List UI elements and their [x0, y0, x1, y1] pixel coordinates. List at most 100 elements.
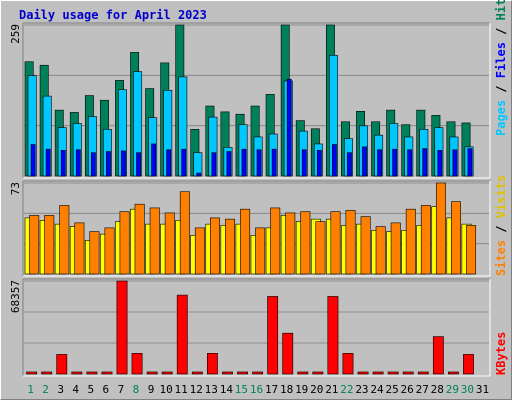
x-tick-label: 28 — [431, 383, 444, 396]
bar-kbytes — [86, 371, 98, 375]
bar-sites — [240, 208, 251, 275]
bar-kbytes — [237, 371, 248, 375]
legend-pages-files-hits: Pages / Files / Hits — [494, 0, 508, 136]
bar-sites — [451, 201, 461, 275]
bar-sites — [375, 226, 386, 275]
bar-pages — [75, 149, 81, 177]
bar-pages — [271, 148, 277, 177]
bar-kbytes — [116, 280, 128, 375]
bar-pages — [256, 149, 262, 177]
bar-pages — [316, 150, 322, 177]
bar-pages — [196, 172, 202, 177]
bar-sites — [390, 222, 401, 275]
bar-kbytes — [176, 294, 188, 375]
bar-kbytes — [402, 371, 414, 375]
x-tick-label: 26 — [401, 383, 414, 396]
x-tick-label: 4 — [72, 383, 79, 396]
x-tick-label: 25 — [385, 383, 398, 396]
x-tick-label: 2 — [42, 383, 49, 396]
bar-pages — [362, 146, 367, 177]
bar-kbytes — [342, 353, 354, 375]
bar-kbytes — [297, 371, 309, 375]
x-tick-label: 13 — [205, 383, 218, 396]
bar-pages — [45, 148, 51, 177]
bar-kbytes — [71, 371, 83, 375]
bar-sites — [285, 212, 296, 275]
x-tick-label: 20 — [310, 383, 323, 396]
bar-sites — [466, 225, 477, 275]
bar-sites — [435, 182, 446, 275]
bar-pages — [286, 78, 292, 177]
x-tick-label: 6 — [103, 383, 110, 396]
x-tick-label: 1 — [27, 383, 34, 396]
bar-sites — [164, 212, 175, 275]
legend-sites-visits: Sites / Visits — [494, 175, 508, 276]
bar-pages — [437, 150, 443, 177]
bar-pages — [226, 151, 232, 177]
bar-sites — [209, 217, 220, 275]
bar-pages — [452, 149, 458, 177]
bar-pages — [90, 152, 96, 177]
x-tick-label: 30 — [461, 383, 474, 396]
bar-pages — [422, 148, 428, 177]
x-tick-label: 10 — [159, 383, 172, 396]
bar-pages — [166, 149, 172, 177]
bar-kbytes — [372, 371, 384, 375]
bar-pages — [181, 148, 187, 177]
bar-kbytes — [463, 354, 474, 375]
bar-kbytes — [357, 371, 369, 375]
bar-pages — [211, 152, 217, 177]
bar-sites — [119, 211, 130, 275]
bar-pages — [151, 143, 156, 177]
bar-kbytes — [282, 332, 294, 375]
x-tick-label: 22 — [340, 383, 353, 396]
bar-kbytes — [146, 371, 158, 375]
bar-sites — [74, 222, 85, 275]
bar-sites — [194, 227, 205, 275]
x-tick-label: 3 — [57, 383, 64, 396]
bar-sites — [360, 216, 371, 275]
bar-sites — [345, 210, 356, 275]
bar-sites — [179, 191, 190, 275]
bar-pages — [347, 152, 352, 177]
bar-kbytes — [327, 296, 339, 375]
bar-pages — [332, 144, 337, 177]
bar-pages — [377, 149, 382, 177]
bar-pages — [136, 152, 141, 177]
bar-kbytes — [387, 371, 399, 375]
panel-bottom — [23, 279, 490, 376]
x-tick-label: 11 — [175, 383, 188, 396]
bar-kbytes — [131, 353, 143, 375]
x-tick-label: 15 — [235, 383, 248, 396]
y-max-label: 259 — [9, 24, 22, 44]
bar-kbytes — [432, 336, 444, 375]
bar-sites — [420, 205, 431, 275]
bar-pages — [30, 144, 36, 177]
bar-pages — [241, 148, 247, 177]
x-tick-label: 16 — [250, 383, 263, 396]
x-tick-label: 18 — [280, 383, 293, 396]
x-tick-label: 29 — [446, 383, 459, 396]
bar-sites — [134, 203, 145, 275]
x-tick-label: 27 — [416, 383, 429, 396]
bar-files — [193, 152, 203, 177]
x-tick-label: 17 — [265, 383, 278, 396]
bar-sites — [255, 227, 266, 275]
bar-sites — [149, 207, 160, 275]
bar-sites — [44, 215, 55, 275]
bar-kbytes — [26, 371, 38, 375]
bar-kbytes — [161, 371, 173, 375]
bar-kbytes — [312, 371, 324, 375]
bar-sites — [405, 208, 416, 275]
bar-sites — [315, 221, 326, 275]
bar-kbytes — [191, 371, 203, 375]
bar-sites — [225, 218, 235, 275]
legend-kbytes: KBytes — [494, 332, 508, 375]
bar-sites — [29, 215, 40, 275]
x-tick-label: 23 — [355, 383, 368, 396]
x-tick-label: 24 — [370, 383, 384, 396]
bar-kbytes — [448, 371, 459, 375]
y-max-label: 73 — [9, 182, 22, 195]
x-tick-label: 7 — [118, 383, 125, 396]
